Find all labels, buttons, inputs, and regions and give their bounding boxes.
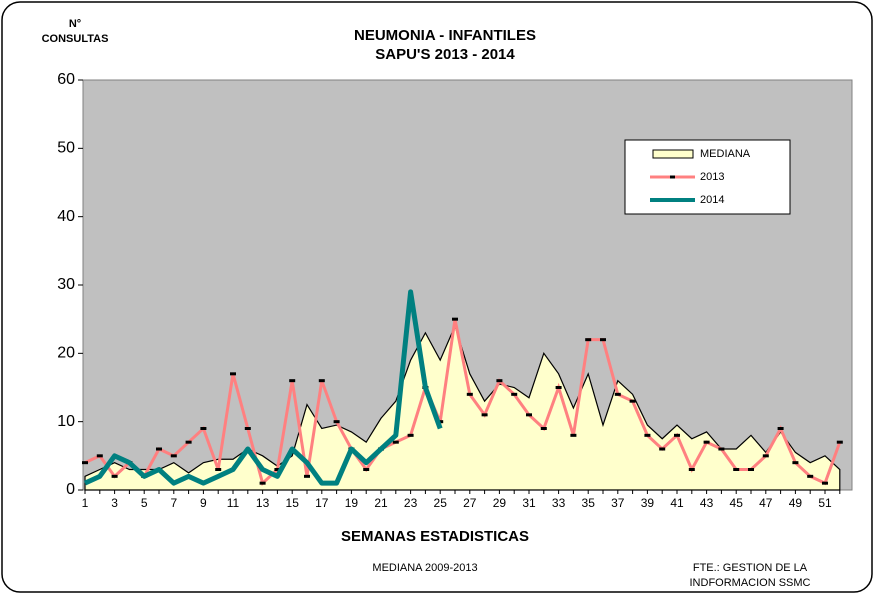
marker (792, 461, 799, 465)
y-tick-label: 0 (66, 481, 75, 498)
marker (318, 379, 325, 383)
x-tick-label: 13 (256, 496, 270, 510)
note: FTE.: GESTION DE LA (693, 562, 808, 574)
marker (614, 392, 621, 396)
line (84, 318, 842, 486)
line (83, 289, 443, 486)
marker (466, 392, 473, 396)
x-tick-label: 41 (670, 496, 684, 510)
marker (629, 399, 636, 403)
marker (111, 474, 118, 478)
marker (304, 474, 310, 478)
x-tick-label: 15 (286, 496, 300, 510)
marker (822, 481, 828, 485)
x-tick-label: 9 (200, 496, 207, 510)
marker (230, 372, 236, 376)
marker (511, 392, 518, 396)
x-tick-label: 23 (404, 496, 418, 510)
marker (555, 386, 562, 389)
x-tick-label: 11 (227, 496, 240, 510)
x-tick-label: 35 (582, 496, 596, 510)
marker (156, 447, 162, 451)
y-tick-label: 60 (57, 71, 75, 88)
marker (703, 440, 710, 444)
x-tick-label: 17 (315, 496, 329, 510)
legend-marker (670, 175, 675, 179)
marker (392, 440, 399, 444)
x-tick-label: 31 (522, 496, 536, 510)
x-tick-label: 49 (789, 496, 803, 510)
marker (777, 427, 784, 430)
y-tick-label: 10 (57, 413, 75, 430)
marker (718, 447, 725, 451)
legend-label: 2013 (700, 171, 724, 183)
marker (200, 427, 207, 430)
x-tick-label: 27 (463, 496, 477, 510)
marker (274, 468, 281, 471)
marker (333, 420, 340, 424)
marker (688, 468, 695, 471)
marker (733, 468, 740, 471)
x-tick-label: 45 (730, 496, 744, 510)
marker (82, 461, 88, 465)
legend-label: MEDIANA (700, 148, 751, 160)
marker (526, 413, 532, 417)
marker (185, 440, 192, 444)
marker (644, 433, 651, 437)
marker (496, 379, 503, 383)
marker (215, 468, 222, 471)
y-axis-label: CONSULTAS (42, 33, 109, 45)
x-tick-label: 21 (374, 496, 388, 510)
area (84, 324, 841, 491)
marker (407, 433, 414, 437)
x-tick-label: 5 (141, 496, 148, 510)
y-tick-label: 50 (57, 140, 75, 157)
marker (259, 481, 266, 485)
y-tick-label: 40 (57, 208, 75, 225)
x-tick-label: 47 (759, 496, 773, 510)
legend-swatch (652, 149, 694, 159)
x-tick-label: 43 (700, 496, 714, 510)
y-tick-label: 20 (57, 345, 75, 362)
x-tick-label: 3 (111, 496, 118, 510)
legend-label: 2014 (700, 194, 724, 206)
marker (674, 433, 680, 437)
marker (289, 379, 296, 383)
x-tick-label: 7 (170, 496, 177, 510)
marker (570, 433, 577, 437)
x-axis-label: SEMANAS ESTADISTICAS (341, 528, 529, 545)
x-tick-label: 39 (641, 496, 655, 510)
x-tick-label: 51 (818, 496, 832, 510)
marker (659, 447, 666, 451)
x-tick-label: 19 (345, 496, 359, 510)
marker (244, 427, 251, 430)
marker (481, 413, 488, 417)
y-tick-label: 30 (57, 276, 75, 293)
marker (762, 454, 769, 458)
note: MEDIANA 2009-2013 (372, 562, 477, 574)
x-tick-label: 1 (82, 496, 89, 510)
marker (585, 338, 592, 342)
x-tick-label: 37 (611, 496, 625, 510)
chart-subtitle: SAPU'S 2013 - 2014 (375, 46, 515, 63)
marker (452, 317, 458, 321)
x-tick-label: 25 (434, 496, 448, 510)
marker (836, 440, 843, 444)
marker (96, 454, 103, 458)
marker (748, 468, 754, 471)
marker (540, 427, 547, 430)
marker (170, 454, 177, 458)
marker (600, 338, 606, 342)
marker (807, 474, 814, 478)
x-tick-label: 29 (493, 496, 507, 510)
note: INDFORMACION SSMC (690, 577, 811, 589)
x-tick-label: 33 (552, 496, 566, 510)
chart-title: NEUMONIA - INFANTILES (354, 27, 536, 44)
y-axis-label: N° (69, 18, 81, 30)
marker (363, 468, 370, 471)
